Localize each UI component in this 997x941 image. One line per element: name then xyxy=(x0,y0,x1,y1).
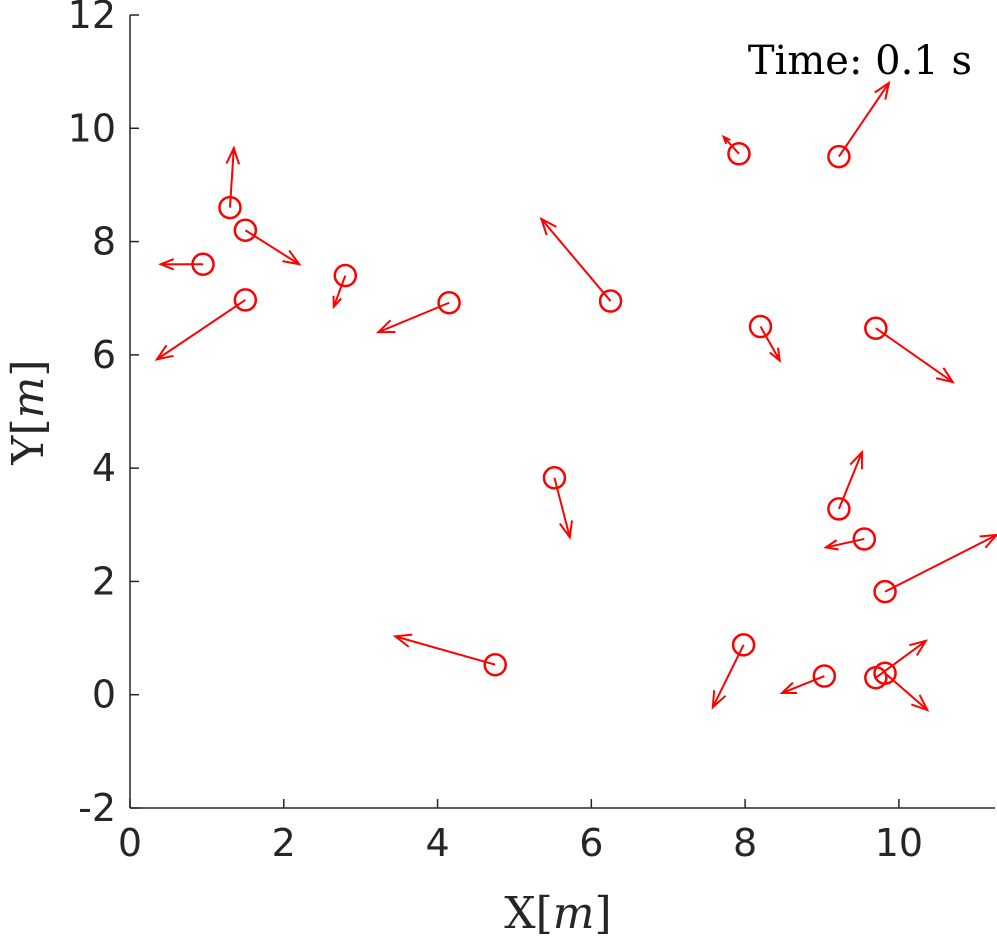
y-axis-title-unit: m xyxy=(3,377,54,419)
y-axis-title-symbol: Y xyxy=(3,435,54,466)
agent-marker xyxy=(483,652,507,677)
arrow-shaft xyxy=(759,326,781,362)
arrow-shaft xyxy=(540,218,612,302)
arrow-shaft xyxy=(884,672,928,711)
agent-marker xyxy=(731,633,756,657)
arrow-shaft xyxy=(838,82,890,158)
x-axis-title-bracket-open: [ xyxy=(536,888,553,939)
x-axis-title-symbol: X xyxy=(504,888,536,939)
y-tick-label: -2 xyxy=(78,786,116,830)
velocity-arrow xyxy=(375,301,450,334)
velocity-arrow xyxy=(392,633,496,666)
velocity-arrow xyxy=(539,216,612,302)
velocity-arrow xyxy=(158,258,204,271)
arrow-head xyxy=(392,633,413,648)
agent-marker xyxy=(727,142,751,166)
y-axis-title-bracket-close: ] xyxy=(3,359,54,376)
arrow-shaft xyxy=(825,537,865,549)
agent-marker xyxy=(218,195,242,220)
arrow-shaft xyxy=(781,675,825,694)
x-tick-label: 4 xyxy=(425,821,449,865)
y-tick-label: 0 xyxy=(92,673,116,717)
velocity-arrow xyxy=(884,672,930,712)
arrow-head xyxy=(375,319,396,334)
arrow-shaft xyxy=(377,301,450,334)
arrow-head xyxy=(779,681,798,695)
x-tick-label: 2 xyxy=(272,821,296,865)
arrow-head xyxy=(769,347,782,363)
x-axis-title: X[m] xyxy=(504,888,611,939)
arrow-shaft xyxy=(394,635,496,666)
agent-marker xyxy=(827,144,851,169)
velocity-arrow xyxy=(884,533,997,593)
x-tick-label: 6 xyxy=(579,821,603,865)
agent-marker xyxy=(233,218,258,242)
velocity-arrow xyxy=(779,675,825,695)
velocity-arrow xyxy=(332,275,347,310)
axes xyxy=(129,15,995,809)
agent-marker xyxy=(827,497,851,521)
arrow-head xyxy=(823,539,839,551)
velocity-arrow xyxy=(875,327,955,384)
agent-marker xyxy=(864,316,888,340)
arrow-head xyxy=(874,80,891,100)
arrow-head xyxy=(849,449,863,470)
y-tick-label: 2 xyxy=(92,559,116,603)
agent-marker xyxy=(873,579,897,604)
velocity-arrow xyxy=(759,326,782,363)
agent-marker xyxy=(233,288,258,312)
agent-marker xyxy=(333,263,358,288)
arrow-head xyxy=(910,694,930,712)
agent-marker xyxy=(542,466,567,490)
arrow-head xyxy=(558,520,573,540)
y-axis-title: Y[m] xyxy=(3,359,54,465)
x-tick-label: 0 xyxy=(118,821,142,865)
arrow-shaft xyxy=(875,327,954,383)
x-ticks: 0 2 4 6 8 10 xyxy=(118,799,923,865)
arrow-shaft xyxy=(156,299,246,361)
velocity-arrow xyxy=(154,299,246,361)
arrow-shaft xyxy=(837,451,863,510)
arrow-shaft xyxy=(332,275,347,308)
arrow-head xyxy=(158,258,175,271)
y-tick-label: 10 xyxy=(68,106,116,150)
y-tick-label: 8 xyxy=(92,220,116,264)
y-ticks: -2 0 2 4 6 8 10 12 xyxy=(68,0,139,830)
arrow-shaft xyxy=(884,534,997,593)
arrow-head xyxy=(332,295,342,310)
agent-marker xyxy=(852,527,877,551)
velocity-vectors xyxy=(154,80,997,712)
y-tick-label: 6 xyxy=(92,333,116,377)
arrow-head xyxy=(282,249,302,266)
agent-marker xyxy=(748,314,773,339)
agent-marker xyxy=(437,290,461,315)
x-tick-label: 8 xyxy=(733,821,757,865)
y-tick-label: 12 xyxy=(68,0,116,37)
arrow-head xyxy=(154,344,174,361)
x-axis-title-unit: m xyxy=(553,888,595,939)
velocity-arrow xyxy=(837,449,863,510)
x-tick-label: 10 xyxy=(875,821,923,865)
time-annotation: Time: 0.1 s xyxy=(748,38,972,84)
arrow-head xyxy=(909,639,928,656)
y-axis-title-bracket-open: [ xyxy=(3,418,54,435)
agent-points xyxy=(191,142,897,690)
agent-marker xyxy=(873,661,897,685)
arrow-head xyxy=(935,367,955,384)
agent-marker xyxy=(191,252,215,276)
arrow-head xyxy=(721,134,731,145)
agent-marker xyxy=(598,289,623,313)
velocity-arrow xyxy=(838,80,891,158)
x-axis-title-bracket-close: ] xyxy=(595,888,612,939)
velocity-arrow xyxy=(823,537,865,551)
y-tick-label: 4 xyxy=(92,446,116,490)
arrow-head xyxy=(225,145,241,165)
agent-marker xyxy=(812,664,837,688)
arrow-head xyxy=(539,216,557,236)
arrow-head xyxy=(711,690,727,710)
